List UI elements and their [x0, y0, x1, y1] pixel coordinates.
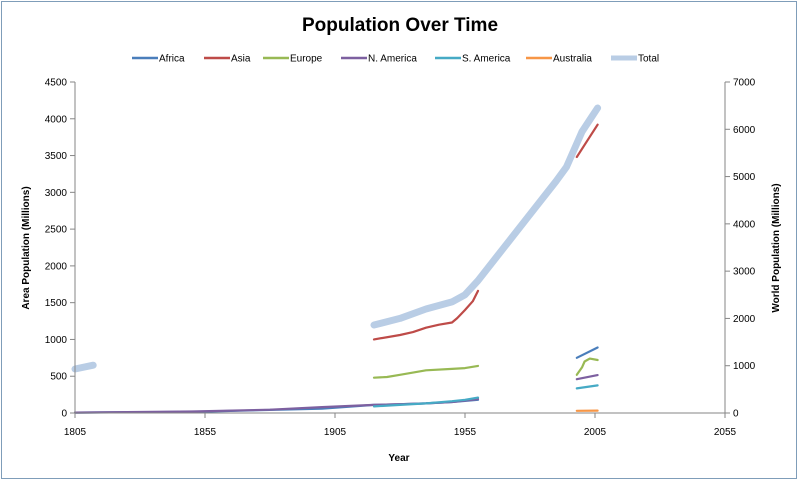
y-left-tick-label: 4500 — [45, 78, 68, 89]
series-line-total — [370, 104, 602, 329]
y-left-tick-label: 3000 — [45, 188, 68, 199]
legend-label-asia: Asia — [231, 54, 251, 65]
series-line-asia — [575, 123, 599, 159]
series-line-europe — [575, 357, 599, 376]
series-line-total — [71, 361, 97, 373]
chart-title: Population Over Time — [302, 15, 498, 36]
plot-area — [71, 104, 602, 414]
y-left-tick-label: 500 — [50, 372, 67, 383]
x-tick-label: 1855 — [194, 427, 217, 438]
series-line-s-america — [372, 396, 480, 408]
y-left-tick-label: 1500 — [45, 298, 68, 309]
y-left-tick-label: 2000 — [45, 261, 68, 272]
x-tick-label: 1805 — [64, 427, 87, 438]
y-left-tick-label: 3500 — [45, 151, 68, 162]
y-right-tick-label: 5000 — [733, 172, 756, 183]
series-line-asia — [372, 289, 480, 341]
series-line-africa — [73, 398, 480, 414]
series-line-africa — [575, 346, 599, 359]
y-left-tick-label: 4000 — [45, 114, 68, 125]
legend: Africa Asia Europe N. America S. America Aust… — [132, 54, 659, 65]
y-left-tick-label: 0 — [61, 409, 67, 420]
legend-label-europe: Europe — [290, 54, 323, 65]
y-right-tick-label: 3000 — [733, 267, 756, 278]
y-left-tick-label: 2500 — [45, 225, 68, 236]
y-axis-right-title: World Population (Millions) — [771, 183, 782, 312]
axis-ticks: 0 500 1000 1500 2000 2500 3000 3500 4000 4500 0 100… — [45, 78, 756, 439]
legend-label-africa: Africa — [159, 54, 185, 65]
y-right-tick-label: 0 — [733, 409, 739, 420]
legend-label-n-america: N. America — [368, 54, 417, 65]
series-line-n-america — [575, 374, 599, 381]
series-line-s-america — [575, 384, 599, 390]
legend-label-total: Total — [638, 54, 659, 65]
y-right-tick-label: 6000 — [733, 125, 756, 136]
x-tick-label: 1955 — [454, 427, 477, 438]
y-left-tick-label: 1000 — [45, 335, 68, 346]
series-line-europe — [372, 364, 480, 379]
y-right-tick-label: 1000 — [733, 361, 756, 372]
y-right-tick-label: 7000 — [733, 78, 756, 89]
x-tick-label: 2055 — [714, 427, 737, 438]
x-tick-label: 1905 — [324, 427, 347, 438]
y-axis-left-title: Area Population (Millions) — [21, 186, 32, 309]
legend-label-australia: Australia — [553, 54, 592, 65]
y-right-tick-label: 4000 — [733, 219, 756, 230]
legend-label-s-america: S. America — [462, 54, 511, 65]
x-tick-label: 2005 — [584, 427, 607, 438]
x-axis-title: Year — [388, 453, 409, 464]
y-right-tick-label: 2000 — [733, 314, 756, 325]
